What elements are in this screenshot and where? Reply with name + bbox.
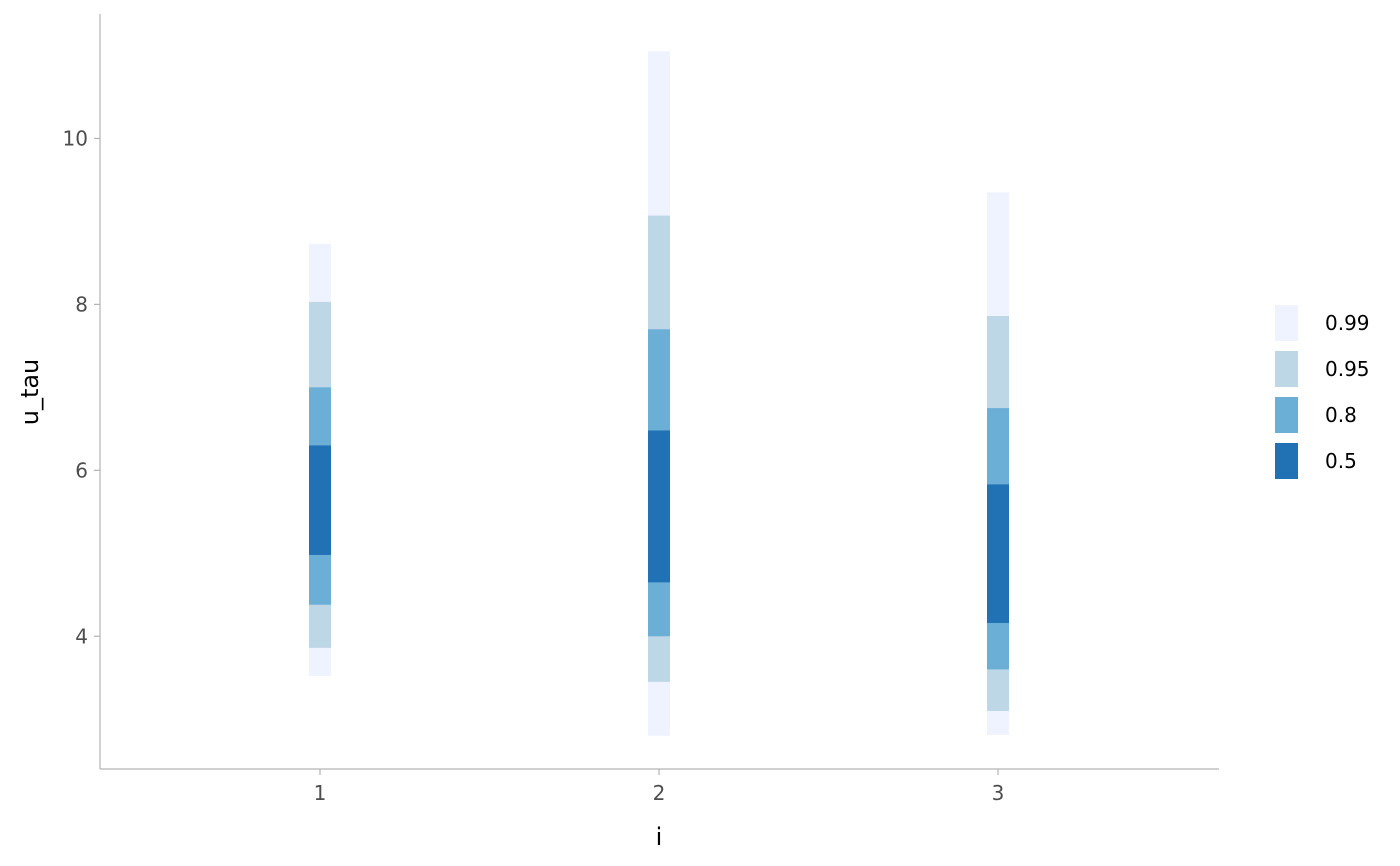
- legend-label-0.8: 0.8: [1325, 403, 1357, 427]
- y-axis-ticks: 4 6 8 10: [63, 126, 100, 648]
- legend-key-0.95: [1275, 351, 1298, 387]
- x-tick-label: 2: [653, 781, 666, 805]
- interval-bar-x3-0.5: [987, 484, 1009, 623]
- legend-label-0.99: 0.99: [1325, 311, 1370, 335]
- x-axis-title: i: [656, 823, 663, 851]
- y-axis-title: u_tau: [16, 359, 44, 426]
- interval-bar-x1-0.5: [309, 445, 331, 555]
- legend-key-0.99: [1275, 305, 1298, 341]
- legend-key-0.8: [1275, 397, 1298, 433]
- y-tick-label: 4: [75, 624, 88, 648]
- x-axis-ticks: 1 2 3: [314, 769, 1005, 805]
- x-tick-label: 3: [992, 781, 1005, 805]
- y-tick-label: 10: [63, 126, 88, 150]
- y-tick-label: 8: [75, 292, 88, 316]
- interval-bar-x2-0.5: [648, 430, 670, 583]
- y-tick-label: 6: [75, 458, 88, 482]
- legend-label-0.95: 0.95: [1325, 357, 1370, 381]
- legend: 0.99 0.95 0.8 0.5: [1275, 305, 1370, 479]
- legend-label-0.5: 0.5: [1325, 449, 1357, 473]
- legend-key-0.5: [1275, 443, 1298, 479]
- x-tick-label: 1: [314, 781, 327, 805]
- interval-bars: [309, 51, 1009, 736]
